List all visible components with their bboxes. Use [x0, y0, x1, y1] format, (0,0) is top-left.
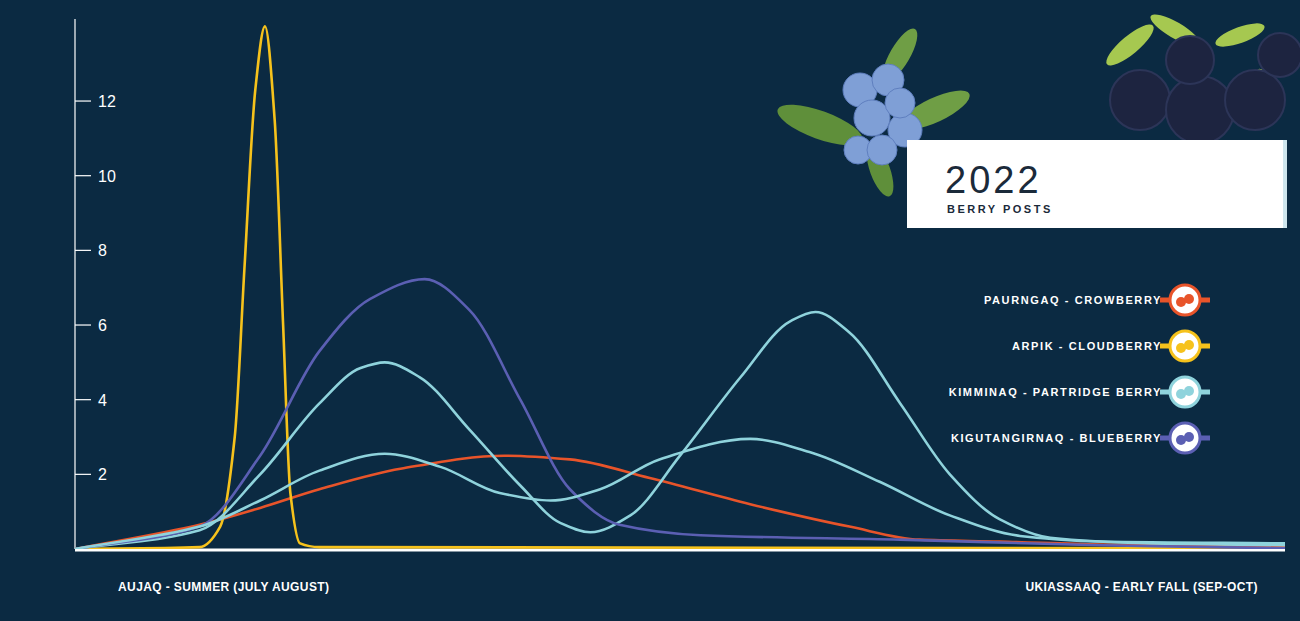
- berry: [854, 100, 890, 136]
- leaf: [1101, 19, 1159, 71]
- berry: [1166, 36, 1214, 84]
- y-tick-label: 4: [98, 392, 107, 409]
- berry: [885, 88, 915, 118]
- legend-icon: [1170, 285, 1200, 315]
- legend-icon-berry: [1184, 294, 1194, 304]
- subtitle: BERRY POSTS: [947, 203, 1053, 215]
- y-tick: [75, 250, 91, 251]
- legend-icon-berry: [1184, 432, 1194, 442]
- y-tick-label: 8: [98, 242, 107, 259]
- legend-icon: [1170, 423, 1200, 453]
- series-line: [75, 26, 1285, 549]
- legend-label: KIGUTANGIRNAQ - BLUEBERRY: [951, 432, 1162, 444]
- x-period-label: AUJAQ - SUMMER (JULY AUGUST): [118, 580, 329, 594]
- y-axis: [74, 19, 75, 549]
- y-tick-label: 12: [98, 93, 116, 110]
- legend-icon-berry: [1184, 340, 1194, 350]
- series-line: [75, 439, 1285, 549]
- y-tick-label: 6: [98, 317, 107, 334]
- berry: [1110, 70, 1170, 130]
- legend-label: KIMMINAQ - PARTRIDGE BERRY: [949, 386, 1162, 398]
- series-line: [75, 312, 1285, 549]
- x-period-label: UKIASSAAQ - EARLY FALL (SEP-OCT): [1025, 580, 1258, 594]
- legend-icon: [1170, 331, 1200, 361]
- legend-label: ARPIK - CLOUDBERRY: [1012, 340, 1162, 352]
- y-tick: [75, 175, 91, 176]
- berry: [1166, 76, 1234, 144]
- y-tick: [75, 474, 91, 475]
- plot-area: [75, 26, 1285, 549]
- legend-label: PAURNGAQ - CROWBERRY: [984, 294, 1162, 306]
- legend-icon-berry: [1184, 386, 1194, 396]
- y-tick: [75, 324, 91, 325]
- berry: [1225, 70, 1285, 130]
- y-tick-label: 10: [98, 168, 116, 185]
- title: 2022: [945, 159, 1042, 201]
- series-line: [75, 279, 1285, 549]
- title-box-edge: [1283, 140, 1287, 228]
- berry: [867, 135, 897, 165]
- y-tick: [75, 399, 91, 400]
- title-box: [907, 140, 1283, 228]
- chart: 2022 BERRY POSTS 2 4 6 8 10 12 PAURNGAQ - CROWBE…: [0, 0, 1300, 621]
- legend: PAURNGAQ - CROWBERRY ARPIK - CLOUDBERRY KI…: [949, 285, 1210, 453]
- berry: [1258, 33, 1300, 77]
- legend-icon: [1170, 377, 1200, 407]
- y-tick: [75, 100, 91, 101]
- background: [0, 0, 1300, 621]
- y-tick-label: 2: [98, 466, 107, 483]
